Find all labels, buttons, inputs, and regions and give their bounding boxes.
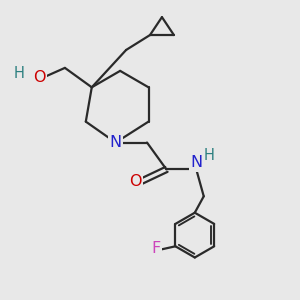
Text: H: H (203, 148, 214, 164)
Text: O: O (33, 70, 46, 85)
Text: N: N (110, 135, 122, 150)
Text: H: H (14, 66, 25, 81)
Text: O: O (129, 174, 142, 189)
Text: F: F (152, 241, 160, 256)
Text: N: N (190, 155, 202, 170)
